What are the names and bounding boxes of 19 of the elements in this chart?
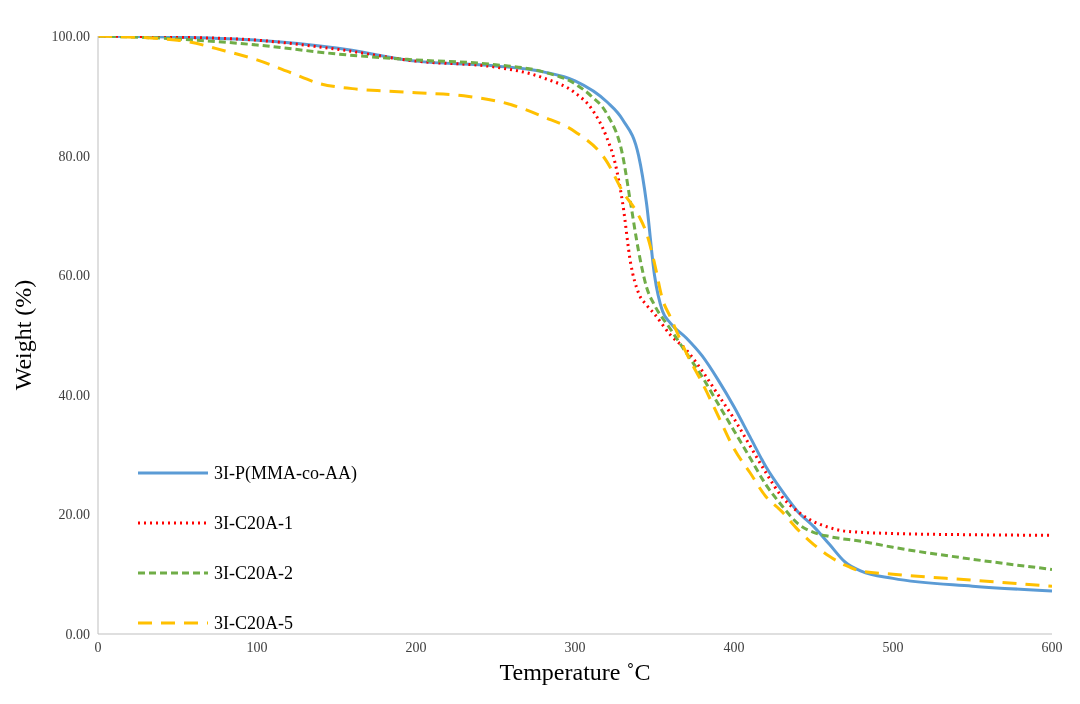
y-tick-label: 20.00 — [58, 507, 90, 523]
x-tick-label: 600 — [1041, 639, 1063, 655]
x-tick-label: 400 — [723, 639, 745, 655]
legend-label: 3I-C20A-2 — [214, 562, 293, 584]
x-tick-label: 100 — [246, 639, 268, 655]
x-tick-label: 300 — [564, 639, 586, 655]
x-axis-title: Temperature ˚C — [499, 659, 651, 685]
y-tick-label: 60.00 — [58, 268, 90, 284]
y-tick-label: 40.00 — [58, 387, 90, 403]
legend-label: 3I-C20A-5 — [214, 612, 293, 634]
y-tick-label: 0.00 — [65, 626, 90, 642]
y-tick-label: 100.00 — [51, 28, 90, 44]
y-tick-label: 80.00 — [58, 148, 90, 164]
y-axis-title: Weight (%) — [9, 279, 36, 391]
x-tick-label: 200 — [405, 639, 427, 655]
legend-label: 3I-C20A-1 — [214, 512, 293, 534]
legend-label: 3I-P(MMA-co-AA) — [214, 462, 357, 484]
x-tick-label: 0 — [94, 639, 102, 655]
x-tick-label: 500 — [882, 639, 904, 655]
